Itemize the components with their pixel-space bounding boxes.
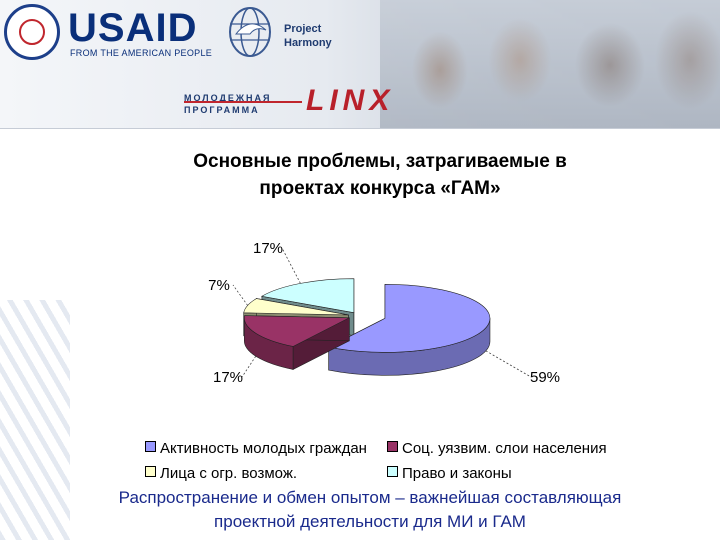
legend-item-disabilities: Лица с огр. возмож.: [145, 465, 297, 483]
chart-legend: Активность молодых граждан Соц. уязвим. …: [138, 439, 640, 489]
legend-swatch: [145, 466, 156, 477]
usaid-logo: USAID: [68, 6, 198, 50]
usaid-tagline: FROM THE AMERICAN PEOPLE: [70, 48, 213, 58]
data-label-activity: 59%: [530, 369, 560, 386]
legend-swatch: [387, 466, 398, 477]
leader-line: [485, 350, 532, 378]
partner-line1: Project: [284, 23, 322, 35]
legend-swatch: [145, 441, 156, 452]
slide-caption: Распространение и обмен опытом – важнейш…: [40, 486, 700, 534]
legend-label: Право и законы: [402, 465, 512, 482]
header-banner: USAID FROM THE AMERICAN PEOPLE Project H…: [0, 0, 720, 129]
legend-label: Лица с огр. возмож.: [160, 465, 298, 482]
chart-title: Основные проблемы, затрагиваемые в проек…: [140, 148, 620, 202]
slice-activity: [327, 284, 491, 376]
legend-item-activity: Активность молодых граждан: [145, 440, 367, 458]
project-harmony-globe-icon: [229, 7, 271, 57]
linx-logo: LINX: [306, 84, 395, 117]
legend-item-law: Право и законы: [387, 465, 512, 483]
data-label-vulnerable: 17%: [213, 369, 243, 386]
slice-vulnerable: [244, 315, 350, 370]
chart-title-line1: Основные проблемы, затрагиваемые в: [193, 151, 567, 172]
leader-line: [232, 284, 248, 306]
legend-label: Активность молодых граждан: [160, 440, 367, 457]
legend-swatch: [387, 441, 398, 452]
decorative-stripes: [0, 300, 70, 540]
data-label-law: 17%: [253, 240, 283, 257]
program-subtitle: МОЛОДЕЖНАЯ ПРОГРАММА: [184, 92, 272, 116]
leader-line: [281, 247, 301, 284]
legend-item-vulnerable: Соц. уязвим. слои населения: [387, 440, 607, 458]
caption-line1: Распространение и обмен опытом – важнейш…: [118, 488, 622, 507]
data-label-disabilities: 7%: [208, 277, 230, 294]
header-photo: [380, 0, 720, 128]
legend-label: Соц. уязвим. слои населения: [402, 440, 607, 457]
partner-line2: Harmony: [284, 37, 332, 49]
usaid-seal-icon: [4, 4, 60, 60]
leader-line: [241, 355, 257, 378]
program-line1: МОЛОДЕЖНАЯ: [184, 93, 272, 103]
program-line2: ПРОГРАММА: [184, 105, 260, 115]
project-harmony-logo: Project Harmony: [284, 22, 332, 50]
program-divider: [184, 101, 302, 103]
chart-title-line2: проектах конкурса «ГАМ»: [259, 178, 501, 199]
caption-line2: проектной деятельности для МИ и ГАМ: [214, 512, 526, 531]
